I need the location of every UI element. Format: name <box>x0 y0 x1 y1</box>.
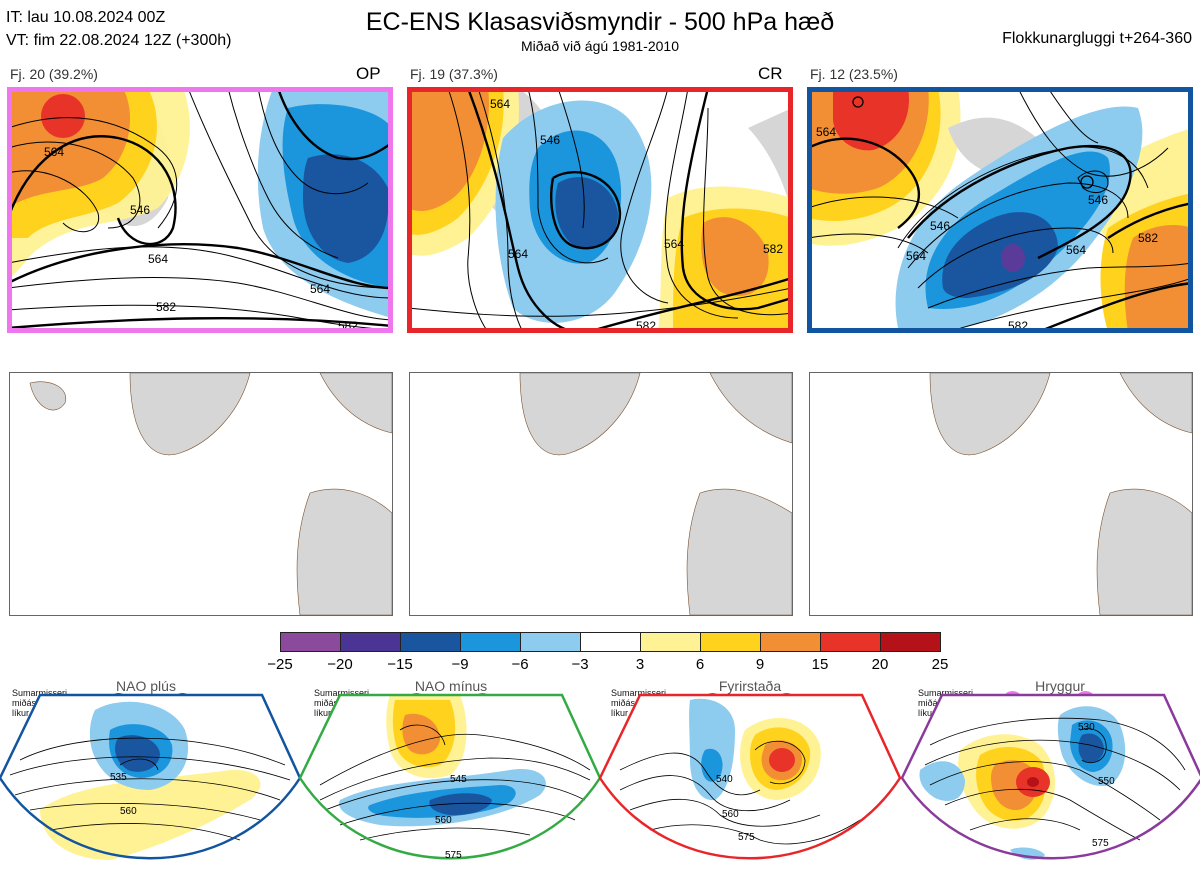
colorbar-cell <box>700 632 761 652</box>
contour-label: 564 <box>508 247 528 261</box>
valid-time: VT: fim 22.08.2024 12Z (+300h) <box>6 32 232 49</box>
colorbar-cell <box>820 632 881 652</box>
regime-map-4: 530 550 575 <box>900 693 1200 860</box>
empty-map-1-svg <box>29 372 393 616</box>
contour-label: 540 <box>716 774 733 785</box>
contour-label: 564 <box>310 282 330 296</box>
contour-label: 575 <box>1092 838 1109 849</box>
page-title: EC-ENS Klasasviðsmyndir - 500 hPa hæð <box>365 8 835 36</box>
colorbar-cell <box>340 632 401 652</box>
empty-map-1 <box>9 372 393 616</box>
regime-map-2: 545 560 575 <box>298 693 602 861</box>
colorbar-cell <box>460 632 521 652</box>
contour-label: 575 <box>738 832 755 843</box>
regime-maps: 535 560 545 560 575 <box>0 693 1200 861</box>
contour-label: 582 <box>1008 319 1028 332</box>
cluster-map-1-svg: 564 546 564 564 582 582 <box>8 88 392 332</box>
cluster-map-2: 546 564 564 564 582 582 <box>408 88 792 332</box>
regime-3-name: Fyrirstaða <box>718 678 782 694</box>
colorbar-tick-label: 9 <box>755 656 765 673</box>
colorbar-tick-label: −25 <box>267 656 293 673</box>
cluster-map-2-svg: 546 564 564 564 582 582 <box>408 88 792 332</box>
colorbar-tick-label: 25 <box>931 656 949 673</box>
colorbar-tick-label: 3 <box>635 656 645 673</box>
regime-2-name: NAO mínus <box>414 678 488 694</box>
regime-map-3: 540 560 575 <box>598 693 902 860</box>
colorbar-tick-label: −20 <box>327 656 353 673</box>
contour-label: 582 <box>156 300 176 314</box>
contour-label: 564 <box>816 125 836 139</box>
empty-map-3 <box>809 372 1193 616</box>
colorbar-tick-label: −6 <box>511 656 529 673</box>
colorbar-tick-label: −9 <box>451 656 469 673</box>
colorbar-tick-label: 15 <box>811 656 829 673</box>
regime-3-season: Sumarmisseri <box>611 688 667 698</box>
panel-3-label: Fj. 12 (23.5%) <box>810 66 898 82</box>
contour-label: 582 <box>636 319 656 332</box>
contour-label: 582 <box>763 242 783 256</box>
empty-map-2 <box>409 372 793 616</box>
classification-window: Flokkunargluggi t+264-360 <box>1002 30 1192 47</box>
regime-2-stat: miðás <box>314 698 339 708</box>
initial-time: IT: lau 10.08.2024 00Z <box>6 9 166 26</box>
contour-label: 545 <box>450 774 467 785</box>
panel-2-label: Fj. 19 (37.3%) <box>410 66 498 82</box>
colorbar-cell <box>760 632 821 652</box>
contour-label: 546 <box>130 203 150 217</box>
contour-label: 575 <box>445 850 462 861</box>
colorbar-tick-label: 6 <box>695 656 705 673</box>
contour-label: 564 <box>1066 243 1086 257</box>
contour-label: 546 <box>930 219 950 233</box>
contour-label: 560 <box>435 815 452 826</box>
regime-4-season: Sumarmisseri <box>918 688 974 698</box>
colorbar-cell <box>880 632 941 652</box>
colorbar-cell <box>280 632 341 652</box>
regime-4-name: Hryggur <box>1035 678 1085 694</box>
colorbar-cell <box>520 632 581 652</box>
contour-label: 564 <box>44 145 64 159</box>
colorbar-cell <box>640 632 701 652</box>
empty-map-3-svg <box>929 372 1193 616</box>
contour-label: 564 <box>664 237 684 251</box>
regime-2-season: Sumarmisseri <box>314 688 370 698</box>
contour-label: 564 <box>906 249 926 263</box>
regime-map-1: 535 560 <box>0 693 302 860</box>
panel-2-tag: CR <box>758 64 783 83</box>
cluster-map-3-svg: 564 546 564 546 564 582 582 <box>808 88 1192 332</box>
empty-map-2-svg <box>519 372 793 616</box>
contour-label: 560 <box>120 806 137 817</box>
panel-1-tag: OP <box>356 64 381 83</box>
contour-label: 582 <box>338 319 358 332</box>
contour-label: 564 <box>148 252 168 266</box>
colorbar-cell <box>580 632 641 652</box>
contour-label: 546 <box>1088 193 1108 207</box>
regime-1-stat: miðás <box>12 698 37 708</box>
regime-1-name: NAO plús <box>116 678 176 694</box>
page-subtitle: Miðað við ágú 1981-2010 <box>520 38 679 54</box>
cluster-map-1: 564 546 564 564 582 582 <box>8 88 392 332</box>
regime-3-stat: miðás <box>611 698 636 708</box>
contour-label: 546 <box>540 133 560 147</box>
regime-1-season: Sumarmisseri <box>12 688 68 698</box>
contour-label: 550 <box>1098 776 1115 787</box>
contour-label: 564 <box>490 97 510 111</box>
contour-label: 530 <box>1078 722 1095 733</box>
colorbar-tick-label: −15 <box>387 656 413 673</box>
contour-label: 582 <box>1138 231 1158 245</box>
colorbar-tick-label: −3 <box>571 656 589 673</box>
contour-label: 560 <box>722 809 739 820</box>
colorbar-tick-label: 20 <box>871 656 889 673</box>
contour-label: 535 <box>110 772 127 783</box>
panel-1-label: Fj. 20 (39.2%) <box>10 66 98 82</box>
colorbar-cell <box>400 632 461 652</box>
regime-4-stat: miðás <box>918 698 943 708</box>
header-info: IT: lau 10.08.2024 00Z VT: fim 22.08.202… <box>6 6 231 52</box>
cluster-map-3: 564 546 564 546 564 582 582 <box>808 88 1192 332</box>
